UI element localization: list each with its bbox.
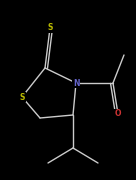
Text: S: S: [47, 24, 53, 33]
Text: S: S: [19, 93, 25, 102]
Text: N: N: [73, 78, 79, 87]
Text: O: O: [115, 109, 121, 118]
